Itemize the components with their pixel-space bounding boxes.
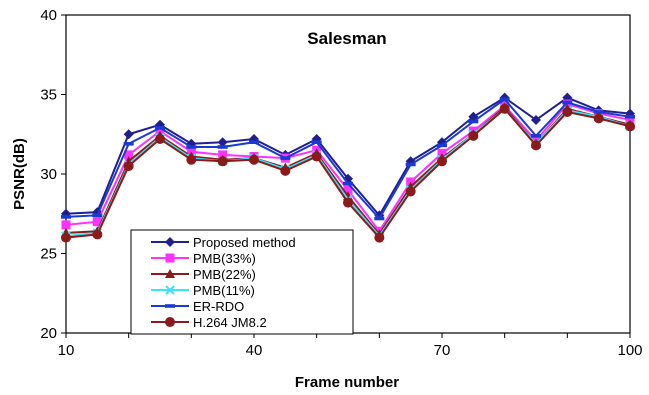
legend-marker bbox=[165, 317, 175, 327]
data-point bbox=[405, 186, 416, 197]
data-point bbox=[343, 181, 353, 186]
data-point bbox=[217, 145, 228, 149]
data-point bbox=[217, 137, 228, 148]
y-tick-label: 25 bbox=[40, 246, 57, 263]
data-point bbox=[123, 161, 134, 172]
data-point bbox=[92, 217, 102, 227]
chart-title: Salesman bbox=[307, 29, 386, 48]
legend-box bbox=[130, 229, 354, 335]
legend-item: PMB(11%) bbox=[151, 283, 255, 298]
legend-marker bbox=[165, 285, 175, 295]
data-point bbox=[311, 140, 322, 144]
series-6 bbox=[61, 103, 635, 243]
y-axis-ticks: 20 25 30 35 40 bbox=[40, 7, 66, 342]
data-point bbox=[562, 106, 573, 117]
data-point bbox=[249, 154, 259, 165]
legend-label: ER-RDO bbox=[193, 299, 244, 314]
legend-item: H.264 JM8.2 bbox=[151, 315, 267, 330]
y-tick-label: 40 bbox=[40, 7, 57, 24]
data-point bbox=[593, 110, 604, 114]
legend-marker bbox=[165, 269, 175, 278]
legend-item: ER-RDO bbox=[151, 299, 244, 314]
data-point bbox=[531, 134, 541, 138]
data-point bbox=[468, 130, 479, 141]
legend-marker bbox=[165, 304, 175, 308]
data-point bbox=[531, 114, 541, 125]
series-5 bbox=[61, 97, 635, 221]
data-point bbox=[92, 213, 103, 218]
y-tick-label: 30 bbox=[40, 166, 57, 183]
data-point bbox=[593, 113, 604, 124]
legend-marker bbox=[165, 237, 175, 247]
data-point bbox=[124, 150, 134, 160]
data-point bbox=[437, 156, 447, 167]
data-point bbox=[311, 151, 322, 162]
legend-item: Proposed method bbox=[151, 235, 296, 250]
data-point bbox=[374, 216, 385, 221]
data-point bbox=[280, 156, 291, 160]
y-tick-label: 20 bbox=[40, 325, 57, 342]
y-axis-title: PSNR(dB) bbox=[11, 138, 28, 210]
legend-marker bbox=[165, 253, 175, 263]
data-point bbox=[186, 154, 197, 165]
legend-item: PMB(22%) bbox=[151, 267, 256, 282]
x-tick-label: 70 bbox=[434, 342, 451, 359]
data-point bbox=[468, 119, 479, 124]
data-point bbox=[155, 134, 165, 145]
data-point bbox=[186, 145, 197, 149]
data-point bbox=[61, 215, 71, 219]
y-tick-label: 35 bbox=[40, 87, 57, 104]
legend: Proposed methodPMB(33%)PMB(22%)PMB(11%)E… bbox=[130, 229, 354, 335]
legend-label: Proposed method bbox=[193, 235, 296, 250]
x-tick-label: 10 bbox=[58, 342, 75, 359]
legend-item: PMB(33%) bbox=[151, 251, 256, 266]
data-point bbox=[155, 126, 165, 130]
data-point bbox=[625, 114, 635, 119]
data-point bbox=[249, 140, 259, 144]
data-point bbox=[531, 140, 541, 151]
x-axis-ticks: 10 40 70 100 bbox=[58, 333, 643, 359]
data-point bbox=[374, 232, 385, 243]
legend-label: PMB(33%) bbox=[193, 251, 256, 266]
legend-label: PMB(22%) bbox=[193, 267, 256, 282]
data-point bbox=[217, 156, 228, 167]
legend-label: H.264 JM8.2 bbox=[193, 315, 267, 330]
data-point bbox=[92, 229, 103, 240]
data-point bbox=[343, 197, 353, 208]
x-tick-label: 40 bbox=[246, 342, 263, 359]
data-point bbox=[343, 185, 353, 195]
data-point bbox=[562, 100, 573, 105]
x-tick-label: 100 bbox=[617, 342, 642, 359]
data-point bbox=[499, 97, 510, 102]
data-point bbox=[499, 103, 510, 114]
data-point bbox=[625, 121, 635, 132]
data-point bbox=[123, 141, 134, 146]
data-point bbox=[280, 165, 291, 176]
data-point bbox=[61, 232, 71, 243]
data-point bbox=[155, 119, 165, 130]
data-point bbox=[437, 143, 447, 148]
legend-label: PMB(11%) bbox=[193, 283, 255, 298]
data-point bbox=[61, 220, 71, 230]
series-layer bbox=[61, 92, 635, 243]
x-axis-title: Frame number bbox=[295, 374, 399, 391]
data-point bbox=[405, 162, 416, 167]
data-point bbox=[123, 129, 134, 140]
